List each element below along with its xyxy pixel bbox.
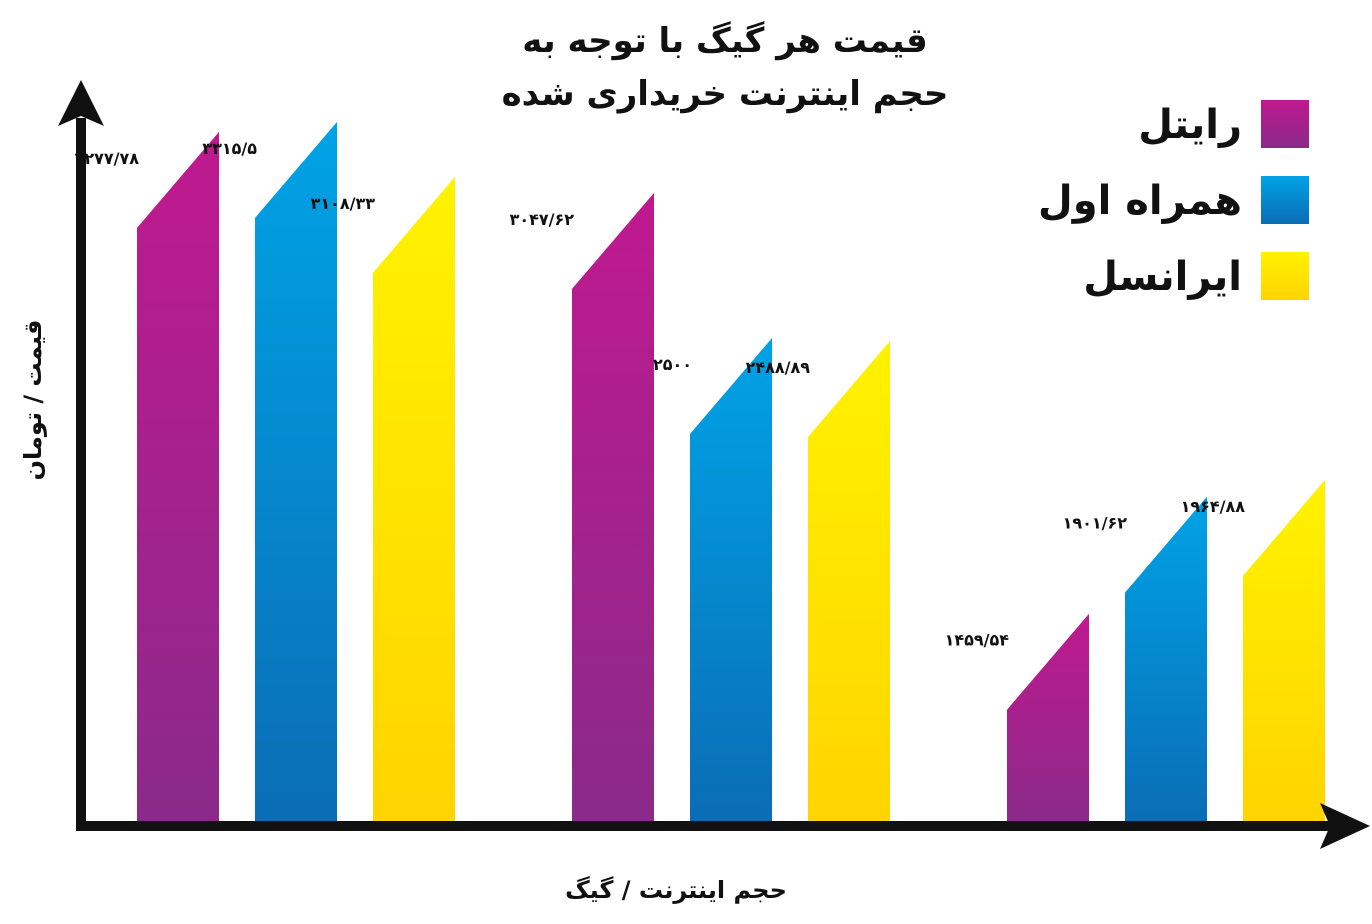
chart-title-line1: قیمت هر گیگ با توجه به: [522, 21, 927, 61]
value-label-series3-cat3: ۱۹۶۴/۸۸: [1181, 497, 1246, 516]
bar-series2-cat3: [1125, 496, 1207, 822]
value-label-series1-cat2: ۳۰۴۷/۶۲: [510, 210, 575, 229]
legend: رایتل همراه اول ایرانسل: [1038, 100, 1309, 300]
x-axis: [76, 803, 1370, 849]
legend-swatch-3: [1261, 252, 1309, 300]
value-label-series1-cat3: ۱۴۵۹/۵۴: [945, 631, 1010, 650]
y-axis-arrow: [58, 80, 104, 126]
chart-title-line2: حجم اینترنت خریداری شده: [502, 74, 949, 114]
bar-series2-cat2: [690, 338, 772, 822]
value-label-series1-cat1: ۳۲۷۷/۷۸: [75, 149, 140, 168]
bar-series3-cat3: [1243, 479, 1325, 822]
bar-series1-cat3: [1007, 613, 1089, 822]
legend-label-3: ایرانسل: [1083, 254, 1242, 300]
y-axis: [58, 80, 104, 830]
bars: [137, 121, 1325, 823]
bar-series1-cat2: [572, 192, 654, 822]
value-label-series3-cat1: ۳۱۰۸/۳۳: [311, 194, 376, 213]
y-axis-title: قیمت / تومان: [19, 320, 47, 481]
bar-series3-cat1: [373, 176, 455, 823]
x-axis-arrow: [1320, 803, 1370, 849]
value-label-series3-cat2: ۲۴۸۸/۸۹: [746, 358, 811, 377]
bar-series3-cat2: [808, 340, 890, 822]
legend-swatch-1: [1261, 100, 1309, 148]
bar-series2-cat1: [255, 121, 337, 822]
value-labels: ۳۲۷۷/۷۸ ۳۳۱۵/۵ ۳۱۰۸/۳۳ ۳۰۴۷/۶۲ ۲۵۰۰ ۲۴۸۸/۸۹ ۱۴…: [75, 139, 1246, 650]
x-axis-title: حجم اینترنت / گیگ: [565, 876, 787, 904]
value-label-series2-cat2: ۲۵۰۰: [653, 355, 692, 374]
legend-label-1: رایتل: [1138, 102, 1242, 148]
bar-series1-cat1: [137, 131, 219, 822]
value-label-series2-cat3: ۱۹۰۱/۶۲: [1063, 514, 1128, 533]
value-label-series2-cat1: ۳۳۱۵/۵: [202, 139, 257, 158]
legend-label-2: همراه اول: [1038, 178, 1242, 224]
legend-swatch-2: [1261, 176, 1309, 224]
